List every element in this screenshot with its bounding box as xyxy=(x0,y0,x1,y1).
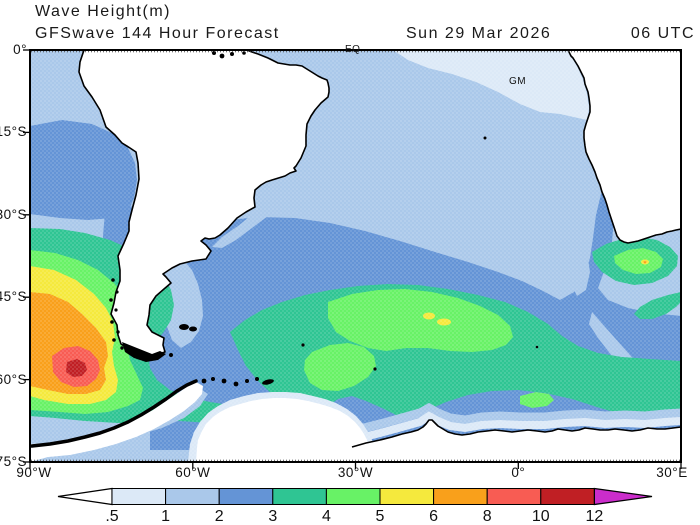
lat-label-75s: 75°S xyxy=(0,454,27,469)
colorbar-cell xyxy=(272,488,327,505)
africa xyxy=(568,50,681,243)
valid-date: Sun 29 Mar 2026 xyxy=(406,25,551,42)
map-frame xyxy=(23,49,682,469)
lat-label-0: 0° xyxy=(13,42,27,57)
lon-label-30w: 30°W xyxy=(338,465,373,480)
svg-text:.5: .5 xyxy=(105,508,118,525)
svg-text:2: 2 xyxy=(215,508,224,525)
lat-label-60s: 60°S xyxy=(0,372,27,387)
colorbar-cell xyxy=(486,488,542,505)
svg-text:12: 12 xyxy=(586,508,604,525)
colorbar-right-arrow xyxy=(593,487,653,506)
colorbar: .5 1 2 3 4 5 6 8 10 12 xyxy=(57,487,653,525)
svg-text:8: 8 xyxy=(483,508,492,525)
south-america xyxy=(79,50,329,357)
lon-label-0: 0° xyxy=(511,465,525,480)
lat-label-45s: 45°S xyxy=(0,289,27,304)
landmasses xyxy=(30,50,681,462)
colorbar-cell xyxy=(540,488,595,505)
lon-axis: 90°W 60°W 30°W 0° 30°E xyxy=(16,465,687,480)
svg-text:1: 1 xyxy=(161,508,170,525)
greenwich-label: GM xyxy=(509,76,526,87)
lon-label-60w: 60°W xyxy=(175,465,210,480)
lon-label-30e: 30°E xyxy=(656,465,687,480)
lat-label-15s: 15°S xyxy=(0,124,27,139)
svg-text:10: 10 xyxy=(532,508,550,525)
colorbar-cell xyxy=(218,488,274,505)
lon-label-90w: 90°W xyxy=(16,465,51,480)
colorbar-left-arrow xyxy=(57,487,113,506)
colorbar-cell xyxy=(433,488,488,505)
colorbar-labels: .5 1 2 3 4 5 6 8 10 12 xyxy=(105,508,603,525)
page-title: Wave Height(m) xyxy=(35,3,171,20)
svg-text:6: 6 xyxy=(429,508,438,525)
south-georgia-island xyxy=(262,379,274,385)
falkland-islands xyxy=(179,324,197,332)
equator-label: EQ xyxy=(345,44,360,55)
svg-text:3: 3 xyxy=(268,508,277,525)
lat-axis: 0° 15°S 30°S 45°S 60°S 75°S xyxy=(0,42,27,469)
svg-text:4: 4 xyxy=(322,508,331,525)
colorbar-cell xyxy=(165,488,220,505)
tierra-del-fuego xyxy=(122,342,166,362)
forecast-subtitle: GFSwave 144 Hour Forecast xyxy=(35,25,280,42)
lat-label-30s: 30°S xyxy=(0,207,27,222)
antarctic-peninsula xyxy=(30,382,203,462)
svg-text:5: 5 xyxy=(376,508,385,525)
colorbar-cell xyxy=(379,488,435,505)
valid-time: 06 UTC xyxy=(631,25,695,42)
header: Wave Height(m) GFSwave 144 Hour Forecast… xyxy=(35,3,695,42)
colorbar-cell xyxy=(325,488,381,505)
colorbar-cell xyxy=(111,488,167,505)
weddell-sea-ice xyxy=(196,398,370,462)
